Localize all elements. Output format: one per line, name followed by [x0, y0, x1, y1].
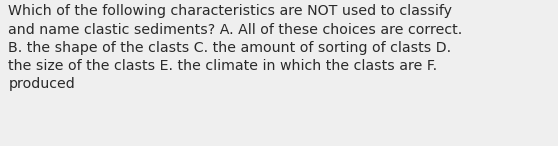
Text: Which of the following characteristics are NOT used to classify
and name clastic: Which of the following characteristics a…: [8, 4, 463, 91]
